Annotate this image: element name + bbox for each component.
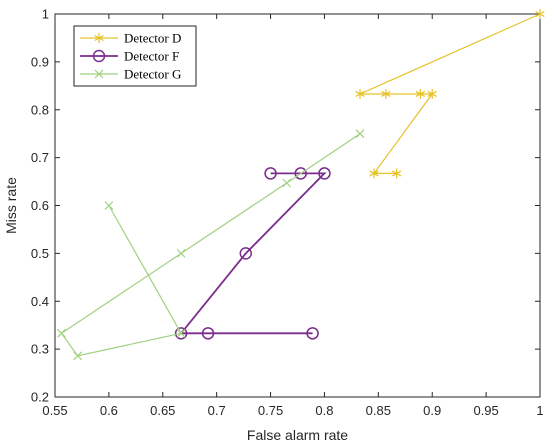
y-axis-label: Miss rate — [3, 177, 19, 234]
y-tick-label: 0.3 — [31, 342, 49, 357]
x-tick-label: 0.55 — [42, 403, 67, 418]
x-tick-label: 0.7 — [208, 403, 226, 418]
x-axis-label: False alarm rate — [247, 427, 348, 443]
series-detector-g — [57, 129, 365, 361]
y-tick-label: 0.4 — [31, 294, 49, 309]
data-point-detector-g — [282, 178, 292, 188]
x-tick-label: 0.8 — [315, 403, 333, 418]
data-point-detector-g — [176, 328, 186, 338]
y-tick-label: 0.9 — [31, 54, 49, 69]
data-point-detector-g — [73, 351, 83, 361]
data-point-detector-f — [264, 167, 277, 180]
y-tick-label: 0.8 — [31, 102, 49, 117]
data-point-detector-f — [239, 247, 253, 260]
legend-item-detector-f: Detector F — [80, 49, 179, 64]
data-point-detector-g — [104, 201, 114, 210]
series-layer — [57, 9, 545, 361]
x-tick-label: 0.6 — [100, 403, 118, 418]
data-point-detector-d — [427, 88, 437, 99]
data-point-detector-f — [201, 327, 215, 340]
series-detector-d — [355, 9, 545, 179]
data-point-detector-d — [535, 9, 545, 19]
data-point-detector-f — [174, 327, 188, 340]
legend-item-detector-d: Detector D — [80, 31, 181, 46]
legend-marker — [94, 33, 104, 43]
legend: Detector D Detector F Detector G — [73, 25, 197, 87]
data-point-detector-f — [318, 167, 331, 180]
legend-item-detector-g: Detector G — [80, 67, 181, 82]
data-point-detector-d — [415, 88, 426, 99]
data-point-detector-g — [176, 248, 186, 258]
data-point-detector-g — [57, 328, 66, 338]
data-point-detector-d — [392, 168, 402, 179]
data-point-detector-d — [355, 88, 365, 99]
legend-label: Detector G — [124, 67, 181, 82]
y-tick-label: 0.2 — [31, 390, 49, 405]
x-tick-label: 0.75 — [258, 403, 283, 418]
data-point-detector-g — [355, 129, 365, 139]
legend-label: Detector D — [124, 31, 181, 46]
data-point-detector-d — [369, 168, 379, 179]
legend-label: Detector F — [124, 49, 179, 64]
axis-ticks: 0.55 0.6 0.65 0.7 0.75 0.8 0.85 0.9 0.95 1 0.2 0.3 0… — [31, 7, 544, 419]
legend-marker — [92, 49, 106, 63]
x-tick-label: 0.9 — [423, 403, 441, 418]
legend-marker — [94, 69, 104, 79]
x-tick-label: 0.85 — [366, 403, 391, 418]
y-tick-label: 0.7 — [31, 150, 49, 165]
y-tick-label: 0.6 — [31, 198, 49, 213]
data-point-detector-f — [306, 327, 319, 340]
data-point-detector-d — [381, 88, 391, 99]
x-tick-label: 1 — [536, 403, 543, 418]
x-tick-label: 0.65 — [150, 403, 175, 418]
data-point-detector-f — [294, 167, 307, 180]
x-tick-label: 0.95 — [473, 403, 498, 418]
y-tick-label: 1 — [42, 7, 49, 22]
y-tick-label: 0.5 — [31, 246, 49, 261]
